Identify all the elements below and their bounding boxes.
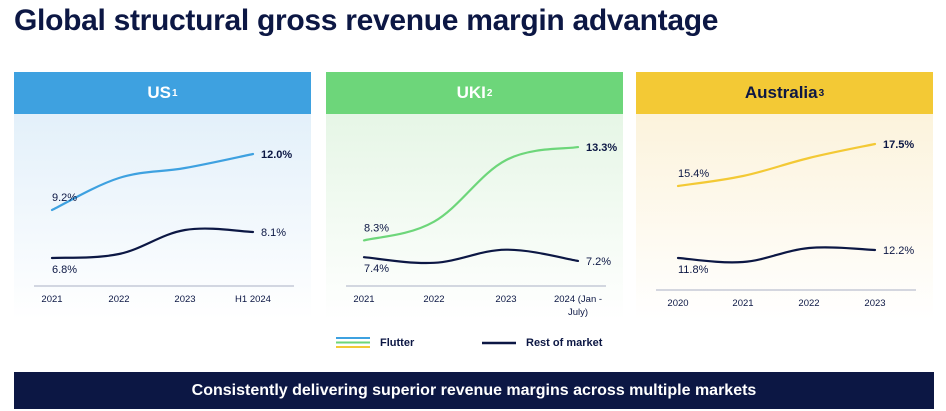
rest-of-market-swatch-icon xyxy=(482,341,516,345)
x-tick-label: 2023 xyxy=(495,294,516,305)
x-tick-label: July) xyxy=(568,307,588,318)
footnote-marker: 1 xyxy=(172,87,178,99)
rest-of-market-line xyxy=(362,248,580,265)
flutter-end-label: 13.3% xyxy=(586,142,617,154)
x-tick-label: 2021 xyxy=(732,298,753,309)
x-tick-label: H1 2024 xyxy=(235,294,271,305)
rest-end-label: 7.2% xyxy=(586,256,611,268)
x-tick-label: 2024 (Jan - xyxy=(554,294,602,305)
flutter-line xyxy=(362,146,580,242)
x-tick-label: 2022 xyxy=(798,298,819,309)
legend-item-flutter: Flutter xyxy=(336,336,414,350)
chart-panel-uki: UKI 2 8.3% 13.3% 7.4% 7.2% 2021 2022 2023 2024 (… xyxy=(326,72,623,320)
chart-panel-us: US 1 9.2% 12.0% 6.8% 8.1% 2021 2022 2023 H1 2024 xyxy=(14,72,311,320)
flutter-end-label: 12.0% xyxy=(261,149,292,161)
flutter-start-label: 9.2% xyxy=(52,192,77,204)
flutter-start-label: 8.3% xyxy=(364,222,389,234)
x-tick-label: 2021 xyxy=(41,294,62,305)
x-tick-label: 2021 xyxy=(353,294,374,305)
footnote-marker: 2 xyxy=(486,87,493,99)
rest-end-label: 12.2% xyxy=(883,245,914,257)
summary-banner-text: Consistently delivering superior revenue… xyxy=(191,381,757,399)
legend-label-flutter: Flutter xyxy=(380,337,415,349)
panel-header-us: US 1 xyxy=(14,72,311,114)
rest-of-market-line xyxy=(50,227,255,260)
plot-background xyxy=(636,114,933,320)
line-chart-us: 9.2% 12.0% 6.8% 8.1% 2021 2022 2023 H1 2024 xyxy=(14,114,311,320)
flutter-line xyxy=(50,152,255,212)
legend-item-rest-of-market: Rest of market xyxy=(482,336,602,350)
x-tick-label: 2023 xyxy=(174,294,195,305)
panel-body-us: 9.2% 12.0% 6.8% 8.1% 2021 2022 2023 H1 2024 xyxy=(14,114,311,320)
flutter-start-label: 15.4% xyxy=(678,168,709,180)
panel-body-uki: 8.3% 13.3% 7.4% 7.2% 2021 2022 2023 2024 (Jan -… xyxy=(326,114,623,320)
plot-background xyxy=(14,114,311,320)
panel-header-uki: UKI 2 xyxy=(326,72,623,114)
chart-panel-australia: Australia 3 15.4% 17.5% 11.8% 12.2% 2020 2021 2… xyxy=(636,72,933,320)
rest-start-label: 7.4% xyxy=(364,263,389,275)
line-chart-australia: 15.4% 17.5% 11.8% 12.2% 2020 2021 2022 2023 xyxy=(636,114,933,320)
panel-title: Australia xyxy=(744,83,818,102)
flutter-swatch-icon xyxy=(336,337,370,348)
page-title: Global structural gross revenue margin a… xyxy=(14,4,719,37)
x-tick-label: 2022 xyxy=(108,294,129,305)
flutter-end-label: 17.5% xyxy=(883,139,914,151)
line-chart-uki: 8.3% 13.3% 7.4% 7.2% 2021 2022 2023 2024 (Jan -… xyxy=(326,114,623,320)
panel-header-australia: Australia 3 xyxy=(636,72,933,114)
plot-background xyxy=(326,114,623,320)
rest-start-label: 6.8% xyxy=(52,264,77,276)
chart-legend: Flutter Rest of market xyxy=(336,336,626,356)
panel-title: UKI xyxy=(456,83,486,102)
legend-label-rest-of-market: Rest of market xyxy=(526,337,603,349)
rest-of-market-line xyxy=(676,246,877,264)
rest-start-label: 11.8% xyxy=(678,264,709,276)
x-tick-label: 2020 xyxy=(667,298,688,309)
footnote-marker: 3 xyxy=(818,87,825,99)
x-tick-label: 2023 xyxy=(864,298,885,309)
x-tick-label: 2022 xyxy=(423,294,444,305)
panel-title: US xyxy=(147,83,172,102)
summary-banner: Consistently delivering superior revenue… xyxy=(14,372,934,409)
panel-body-australia: 15.4% 17.5% 11.8% 12.2% 2020 2021 2022 2023 xyxy=(636,114,933,320)
flutter-line xyxy=(676,142,877,188)
rest-end-label: 8.1% xyxy=(261,227,286,239)
